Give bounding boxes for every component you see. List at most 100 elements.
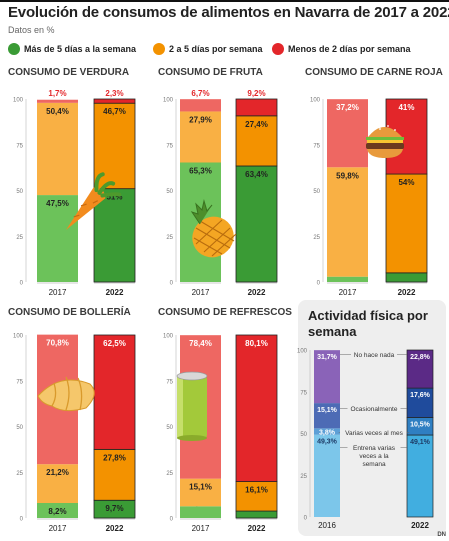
pineapple-icon <box>190 199 237 258</box>
pineapple-pattern <box>193 219 237 257</box>
data-label: 16,1% <box>245 486 268 495</box>
chart-0: CONSUMO DE VERDURA 0 25 50 75 100 47,5% 50,4% 1,… <box>8 67 136 297</box>
activity-category-label: semana <box>362 461 386 468</box>
chart-title: CONSUMO DE FRUTA <box>158 67 263 78</box>
data-label: 27,8% <box>103 453 126 462</box>
data-label: 15,1% <box>189 483 212 492</box>
can-highlight <box>177 376 183 438</box>
bar-segment <box>327 167 368 277</box>
x-tick-label: 2017 <box>192 288 210 297</box>
x-tick-label: 2017 <box>49 524 67 533</box>
data-label: 46,7% <box>103 107 126 116</box>
footer-mark: DN <box>437 532 446 538</box>
y-tick-label: 100 <box>163 98 174 104</box>
croissant-icon <box>37 376 95 412</box>
burger-icon <box>366 125 404 158</box>
data-label: 70,8% <box>46 339 69 348</box>
legend-label: 2 a 5 días por semana <box>169 44 263 54</box>
chart-1: CONSUMO DE FRUTA 0 25 50 75 100 65,3% 27,9% 6,7%… <box>158 67 278 297</box>
x-tick-label: 2022 <box>411 521 429 530</box>
legend-dot-orange <box>153 43 165 55</box>
data-label: 27,9% <box>189 115 212 124</box>
carrot-icon <box>66 172 122 230</box>
y-tick-label: 25 <box>166 471 173 477</box>
bar-segment <box>37 195 78 282</box>
y-tick-label: 75 <box>16 379 23 385</box>
activity-category-label: Varias veces al mes <box>345 430 403 437</box>
bar-segment <box>180 506 221 518</box>
legend-label: Más de 5 días a la semana <box>24 44 137 54</box>
data-label: 2,3% <box>105 89 123 98</box>
x-tick-label: 2022 <box>248 288 266 297</box>
data-label: 51% <box>106 193 122 202</box>
bar-segment <box>180 111 221 163</box>
activity-panel: Actividad física porsemana025507510049,3… <box>297 300 446 536</box>
bar-segment <box>327 99 368 168</box>
data-label: 1,7% <box>48 89 66 98</box>
activity-category-label: Ocasionalmente <box>351 406 398 413</box>
y-tick-label: 50 <box>16 189 23 195</box>
legend-label: Menos de 2 días por semana <box>288 44 411 54</box>
pineapple-body <box>192 216 234 258</box>
pineapple-leaves <box>190 199 213 225</box>
bar-segment <box>235 334 278 482</box>
y-tick-label: 50 <box>166 425 173 431</box>
carrot-lines <box>73 200 99 218</box>
data-label: 31,7% <box>317 354 338 361</box>
activity-category-label: Entrena varias <box>353 445 396 452</box>
data-label: 63,4% <box>245 170 268 179</box>
burger-seed <box>379 128 381 130</box>
y-tick-label: 0 <box>20 517 24 523</box>
bar-segment <box>93 448 136 501</box>
y-tick-label: 100 <box>13 334 24 340</box>
y-tick-label: 25 <box>16 235 23 241</box>
burger-seed <box>387 125 389 127</box>
croissant-folds <box>51 376 83 411</box>
soda-can-icon <box>176 371 208 441</box>
bar-segment <box>37 99 78 103</box>
y-tick-label: 75 <box>166 143 173 149</box>
x-tick-label: 2017 <box>49 288 67 297</box>
data-label: 8,2% <box>48 507 66 516</box>
data-label: 49,3% <box>317 439 338 446</box>
data-label: 50,4% <box>46 107 69 116</box>
legend-dot-red <box>272 43 284 55</box>
y-tick-label: 50 <box>166 189 173 195</box>
y-tick-label: 100 <box>163 334 174 340</box>
x-tick-label: 2022 <box>106 288 124 297</box>
can-body <box>177 376 207 438</box>
data-label: 10,5% <box>410 421 431 428</box>
bar-segment <box>314 428 340 435</box>
bar-segment <box>314 434 340 517</box>
burger-bun-top <box>368 127 402 137</box>
data-label: 62,5% <box>103 339 126 348</box>
page-subtitle: Datos en % <box>8 25 55 35</box>
burger-lettuce <box>366 137 404 140</box>
legend-item-2-5: 2 a 5 días por semana <box>153 42 263 56</box>
bar-segment <box>235 510 278 519</box>
chart-4: CONSUMO DE REFRESCOS02550751006,4%15,1%7… <box>158 307 292 533</box>
data-label: 9,2% <box>247 89 265 98</box>
data-label: 80,1% <box>245 339 268 348</box>
croissant-body <box>37 379 95 412</box>
bar-segment <box>406 434 434 518</box>
data-label: 22,8% <box>410 354 431 361</box>
x-tick-label: 2022 <box>106 524 124 533</box>
y-tick-label: 0 <box>20 281 24 287</box>
data-label: 15,1% <box>317 407 338 414</box>
burger-patty <box>366 143 404 149</box>
chart-title: CONSUMO DE BOLLERÍA <box>8 305 131 318</box>
y-tick-label: 50 <box>16 425 23 431</box>
activity-title-line1: Actividad física por <box>308 308 428 323</box>
activity-category-label: veces a la <box>359 453 389 460</box>
carrot-leaves <box>94 172 122 198</box>
y-tick-label: 75 <box>166 379 173 385</box>
data-label: 6,7% <box>191 89 209 98</box>
y-tick-label: 25 <box>16 471 23 477</box>
can-bottom <box>177 435 207 441</box>
bar-segment <box>180 99 221 112</box>
chart-title: CONSUMO DE VERDURA <box>8 67 129 78</box>
chart-title: CONSUMO DE CARNE ROJA <box>305 67 443 78</box>
x-tick-label: 2016 <box>318 521 336 530</box>
